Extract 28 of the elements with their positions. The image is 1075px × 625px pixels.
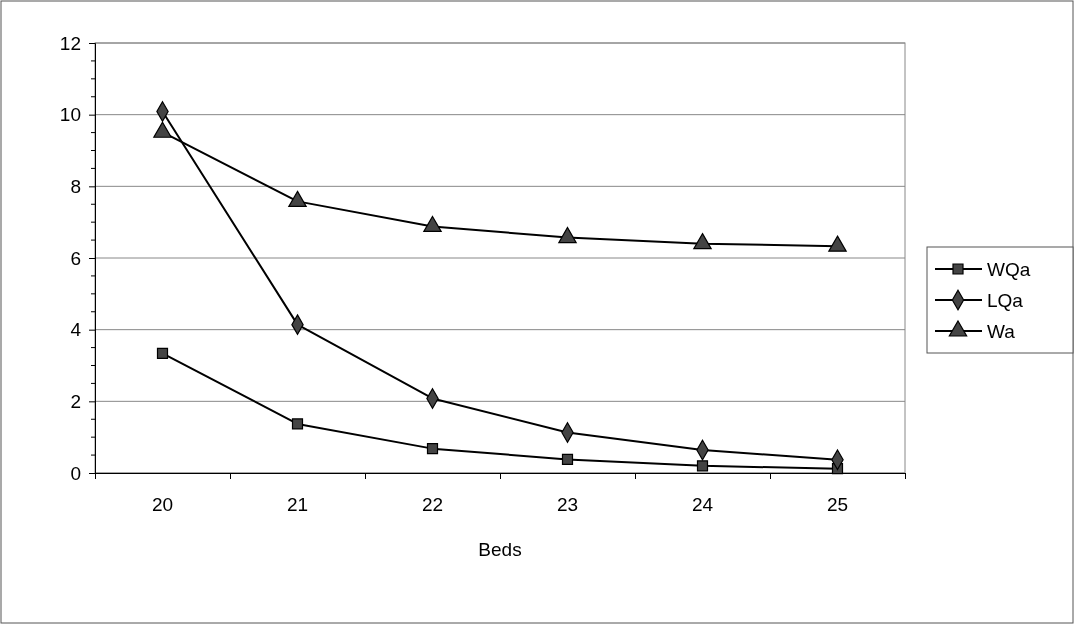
y-tick-label: 2 xyxy=(70,390,81,412)
x-axis-title: Beds xyxy=(478,539,522,560)
y-tick-label: 8 xyxy=(70,175,81,197)
y-tick-label: 6 xyxy=(70,247,81,269)
legend-label: WQa xyxy=(987,259,1031,280)
x-tick-label: 21 xyxy=(286,494,309,515)
legend-label: Wa xyxy=(987,321,1016,342)
x-tick-label: 25 xyxy=(826,494,849,515)
x-tick-label: 22 xyxy=(421,494,444,515)
point xyxy=(828,235,847,252)
x-tick-label: 20 xyxy=(151,494,174,515)
point xyxy=(291,418,304,430)
point xyxy=(693,233,712,250)
point xyxy=(558,226,577,244)
point xyxy=(153,121,172,138)
x-tick-label: 24 xyxy=(691,494,714,515)
y-tick-label: 12 xyxy=(59,32,81,54)
y-tick-label: 4 xyxy=(70,319,82,341)
point xyxy=(423,215,442,233)
x-tick-label: 23 xyxy=(556,494,579,515)
legend-label: LQa xyxy=(987,290,1024,311)
point xyxy=(426,443,439,455)
y-tick-label: 10 xyxy=(59,104,81,126)
point xyxy=(561,453,574,465)
point xyxy=(696,460,709,472)
point xyxy=(288,190,307,207)
point xyxy=(156,347,169,359)
y-tick-label: 0 xyxy=(70,462,81,484)
